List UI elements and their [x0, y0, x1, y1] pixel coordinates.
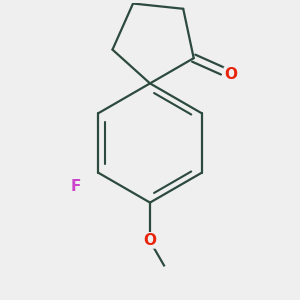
Text: O: O — [143, 233, 157, 248]
Text: F: F — [70, 178, 80, 194]
Text: O: O — [224, 67, 237, 82]
